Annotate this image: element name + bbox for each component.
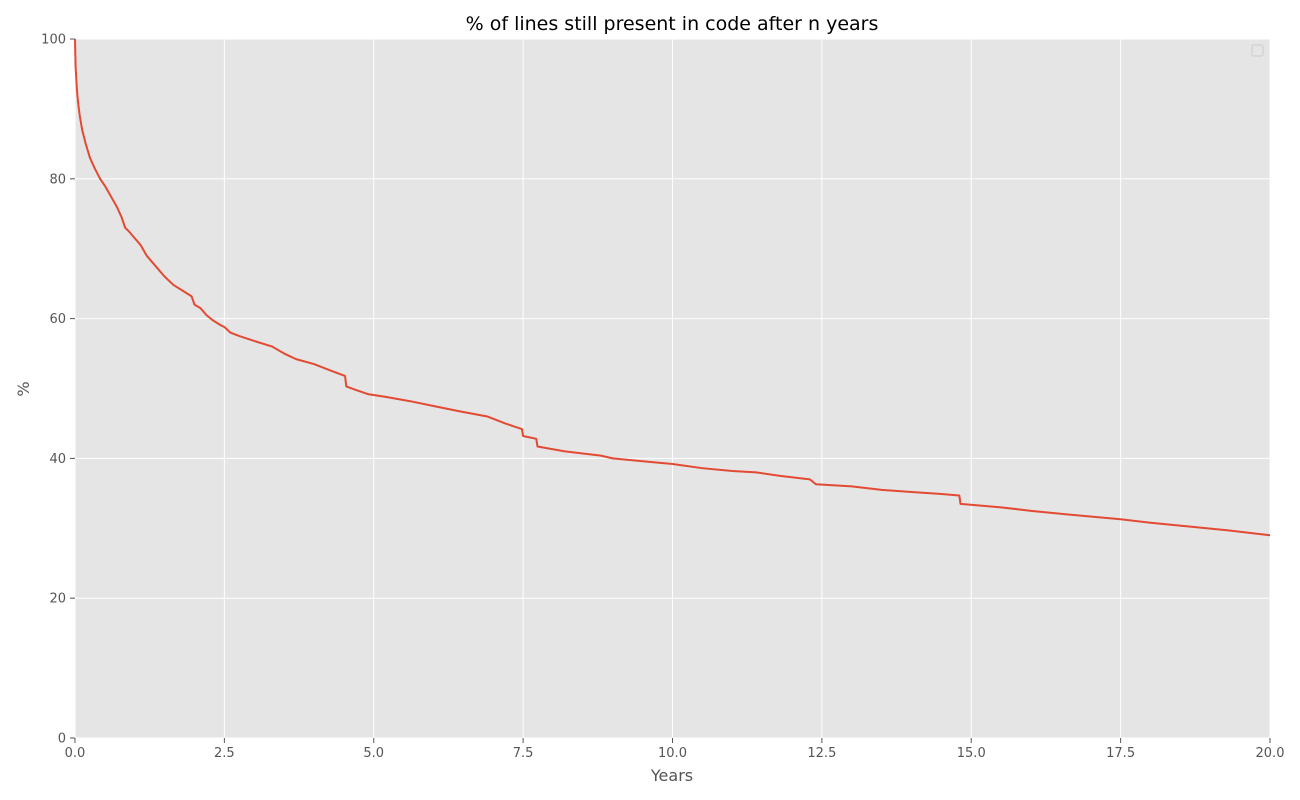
y-tick-label: 20: [49, 592, 66, 607]
x-tick-label: 12.5: [807, 746, 836, 761]
y-axis-ticks: 0 20 40 60 80 100: [41, 33, 75, 747]
legend-box: [1251, 44, 1264, 57]
series-layer: [74, 38, 1271, 537]
x-tick-label: 5.0: [363, 746, 384, 761]
x-tick-label: 15.0: [957, 746, 986, 761]
x-tick-label: 7.5: [513, 746, 534, 761]
y-tick-label: 40: [49, 452, 66, 467]
x-tick-label: 20.0: [1256, 746, 1285, 761]
chart-title: % of lines still present in code after n…: [466, 13, 879, 35]
x-axis-ticks: 0.0 2.5 5.0 7.5 10.0 12.5 15.0 17.5 20.0: [65, 738, 1285, 761]
x-tick-label: 17.5: [1106, 746, 1135, 761]
x-axis-label: Years: [650, 766, 693, 785]
y-axis-label: %: [14, 381, 33, 396]
series-line: [74, 38, 1271, 537]
x-tick-label: 0.0: [65, 746, 86, 761]
x-tick-label: 10.0: [658, 746, 687, 761]
y-tick-label: 100: [41, 33, 66, 48]
x-tick-label: 2.5: [214, 746, 235, 761]
y-tick-label: 80: [49, 172, 66, 187]
y-tick-label: 0: [58, 732, 66, 747]
y-tick-label: 60: [49, 312, 66, 327]
